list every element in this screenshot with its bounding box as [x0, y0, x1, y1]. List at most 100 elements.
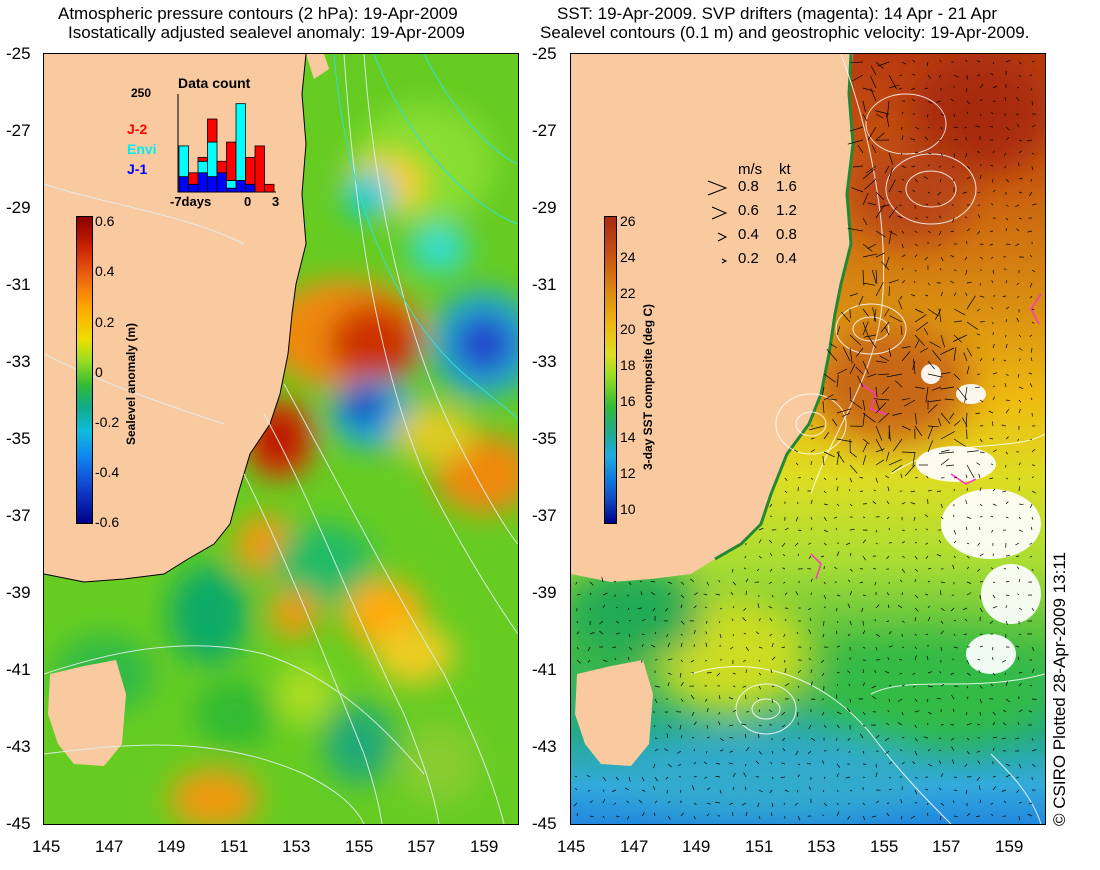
velocity-vector [875, 360, 887, 364]
velocity-vector [860, 733, 864, 739]
velocity-vector [940, 630, 944, 635]
velocity-vector [852, 74, 864, 82]
velocity-vector [884, 165, 890, 174]
velocity-vector [1030, 178, 1033, 182]
velocity-vector [870, 88, 877, 102]
velocity-vector [1027, 813, 1033, 817]
velocity-vector [794, 802, 799, 806]
velocity-vector [976, 776, 981, 781]
velocity-vector [888, 788, 892, 791]
colorbar-tick: -0.6 [95, 514, 120, 530]
velocity-vector [768, 606, 773, 609]
velocity-vector [966, 542, 970, 545]
velocity-vector [966, 165, 971, 170]
velocity-vector [836, 326, 841, 336]
velocity-vector [912, 189, 916, 193]
y-tick: -29 [532, 198, 557, 217]
velocity-vector [836, 724, 840, 729]
velocity-vector [887, 657, 890, 661]
velocity-vector [992, 672, 996, 676]
velocity-vector [927, 113, 929, 118]
velocity-vector [781, 646, 786, 648]
data-count-ylabel: 250 [131, 86, 152, 100]
velocity-vector [847, 670, 851, 674]
velocity-vector [576, 659, 581, 664]
velocity-vector [885, 475, 890, 479]
velocity-vector [758, 789, 763, 793]
velocity-vector [1018, 815, 1020, 821]
velocity-vector [715, 763, 721, 765]
velocity-vector [976, 60, 981, 63]
velocity-vector [886, 802, 890, 804]
velocity-vector [952, 165, 955, 168]
velocity-vector [654, 748, 659, 752]
velocity-vector [900, 473, 903, 479]
velocity-vector [847, 227, 864, 232]
velocity-vector [850, 61, 864, 64]
velocity-vector [849, 528, 855, 531]
velocity-vector [745, 694, 747, 700]
velocity-vector [715, 776, 721, 778]
colorbar-tick: 0.2 [95, 314, 115, 330]
velocity-vector [743, 632, 747, 635]
velocity-vector [1018, 529, 1023, 532]
velocity-vector [953, 320, 963, 323]
velocity-vector [797, 685, 800, 688]
velocity-vector [628, 581, 632, 586]
velocity-vector [940, 449, 950, 453]
velocity-vector [784, 789, 789, 792]
velocity-vector [862, 682, 865, 687]
velocity-vector [783, 633, 786, 638]
velocity-vector [769, 789, 773, 794]
velocity-vector [706, 736, 710, 739]
velocity-vector [836, 645, 841, 648]
velocity-vector [859, 581, 864, 584]
velocity-vector [650, 580, 656, 583]
velocity-vector [926, 802, 929, 806]
velocity-vector [758, 672, 762, 676]
velocity-vector [808, 724, 812, 730]
velocity-vector [640, 580, 643, 583]
velocity-vector [940, 646, 942, 651]
velocity-vector [797, 815, 801, 821]
velocity-vector [910, 294, 916, 297]
histo-xtick: -7days [170, 194, 212, 209]
velocity-vector [871, 815, 877, 818]
velocity-vector [615, 632, 621, 635]
velocity-vector [966, 281, 972, 284]
velocity-vector [936, 100, 942, 103]
colorbar-tick: 26 [620, 213, 636, 229]
velocity-vector [927, 360, 935, 370]
histogram-bar-envi [235, 103, 246, 181]
velocity-vector [975, 815, 981, 817]
velocity-vector [885, 750, 890, 755]
velocity-vector [878, 412, 890, 423]
velocity-vector [966, 87, 968, 93]
velocity-vector [953, 633, 956, 636]
velocity-vector [1018, 578, 1021, 583]
velocity-vector [1018, 683, 1022, 687]
velocity-vector [926, 216, 929, 219]
velocity-vector [808, 607, 812, 611]
velocity-vector [966, 722, 972, 726]
colorbar-tick: 12 [620, 465, 636, 481]
velocity-vector [914, 607, 919, 612]
velocity-vector [901, 397, 910, 401]
velocity-vector [1031, 152, 1035, 155]
velocity-vector [848, 489, 851, 492]
velocity-vector [988, 410, 994, 414]
velocity-vector [936, 554, 942, 557]
velocity-vector [680, 682, 684, 687]
velocity-vector [1015, 243, 1020, 247]
velocity-vector [965, 269, 968, 275]
velocity-vector [771, 802, 774, 808]
velocity-vector [873, 568, 877, 570]
velocity-vector [901, 165, 907, 168]
velocity-vector [914, 412, 918, 425]
y-tick: -39 [532, 583, 557, 602]
velocity-vector [758, 750, 762, 755]
velocity-vector [758, 646, 763, 649]
velocity-vector [886, 373, 903, 378]
velocity-vector [784, 618, 787, 622]
velocity-vector [966, 176, 971, 180]
